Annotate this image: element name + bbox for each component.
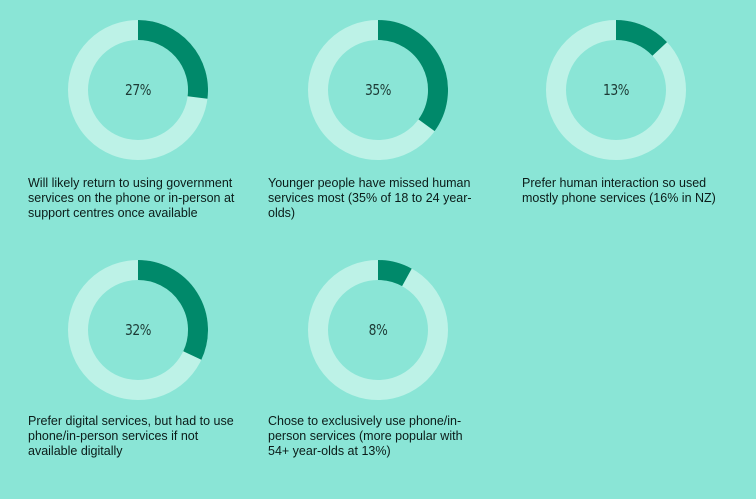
stat-caption-1: Will likely return to using government s… [28, 176, 235, 220]
stat-caption-3: Prefer human interaction so used mostly … [522, 176, 716, 205]
donut-chart-4: 32% [68, 260, 208, 400]
stat-caption-5: Chose to exclusively use phone/in-person… [268, 414, 463, 458]
donut-value-label-4: 32% [124, 321, 152, 339]
donut-fill-2 [377, 20, 448, 132]
donut-chart-1: 27% [68, 20, 208, 160]
donut-fill-5 [377, 260, 412, 287]
donut-chart-3: 13% [546, 20, 686, 160]
donut-chart-5: 8% [308, 260, 448, 400]
donut-fill-4 [137, 260, 208, 360]
donut-value-label-2: 35% [364, 81, 392, 99]
donut-chart-2: 35% [308, 20, 448, 160]
donut-fill-3 [615, 20, 668, 57]
donut-value-label-5: 8% [368, 321, 388, 339]
donut-value-label-3: 13% [602, 81, 630, 99]
donut-fill-1 [137, 20, 208, 99]
stat-caption-2: Younger people have missed human service… [268, 176, 472, 220]
donut-value-label-1: 27% [124, 81, 152, 99]
stat-caption-4: Prefer digital services, but had to use … [28, 414, 234, 458]
